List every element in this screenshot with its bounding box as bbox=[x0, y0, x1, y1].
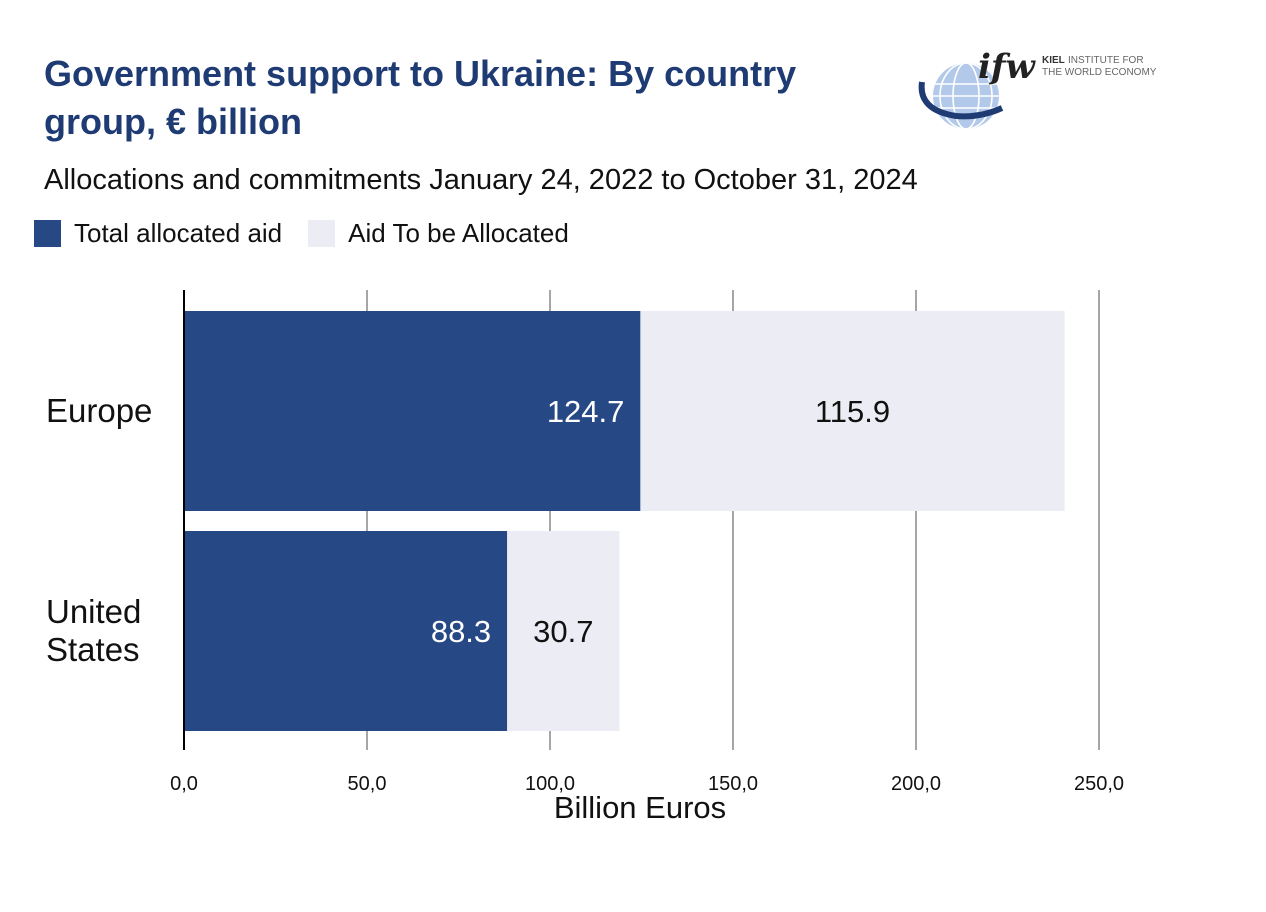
legend-swatch-allocated bbox=[34, 220, 61, 247]
category-label: Europe bbox=[46, 392, 152, 429]
x-tick-label: 50,0 bbox=[348, 773, 387, 795]
logo-line2: THE WORLD ECONOMY bbox=[1042, 67, 1157, 78]
x-tick-label: 0,0 bbox=[170, 773, 198, 795]
x-tick-label: 250,0 bbox=[1074, 773, 1124, 795]
logo-line1-rest: INSTITUTE FOR bbox=[1068, 55, 1144, 66]
chart-title: Government support to Ukraine: By countr… bbox=[44, 53, 797, 142]
data-label: 124.7 bbox=[547, 394, 625, 429]
bar-to-be-allocated-1 bbox=[507, 531, 620, 731]
category-label: United bbox=[46, 593, 141, 630]
legend-swatch-to-be-allocated bbox=[308, 220, 336, 247]
data-label: 88.3 bbox=[431, 614, 491, 649]
bar-allocated-0 bbox=[184, 311, 641, 511]
x-tick-label: 200,0 bbox=[891, 773, 941, 795]
legend-label-allocated: Total allocated aid bbox=[74, 218, 283, 248]
logo-line1: KIEL bbox=[1042, 55, 1065, 66]
x-tick-label: 150,0 bbox=[708, 773, 758, 795]
legend-label-to-be-allocated: Aid To be Allocated bbox=[348, 218, 569, 248]
bar-allocated-1 bbox=[184, 531, 508, 731]
ifw-logo: ifw KIEL INSTITUTE FOR THE WORLD ECONOMY bbox=[918, 47, 1157, 129]
logo-mark: ifw bbox=[978, 47, 1037, 87]
category-label: States bbox=[46, 631, 140, 668]
x-tick-label: 100,0 bbox=[525, 773, 575, 795]
legend-item-allocated: Total allocated aid bbox=[34, 218, 282, 249]
chart-subtitle: Allocations and commitments January 24, … bbox=[44, 164, 918, 196]
legend: Total allocated aid Aid To be Allocated bbox=[34, 218, 595, 249]
data-label: 115.9 bbox=[815, 394, 890, 429]
bar-to-be-allocated-0 bbox=[640, 311, 1065, 511]
legend-item-to-be-allocated: Aid To be Allocated bbox=[308, 218, 569, 249]
x-axis-title: Billion Euros bbox=[554, 790, 726, 825]
data-label: 30.7 bbox=[533, 614, 593, 649]
